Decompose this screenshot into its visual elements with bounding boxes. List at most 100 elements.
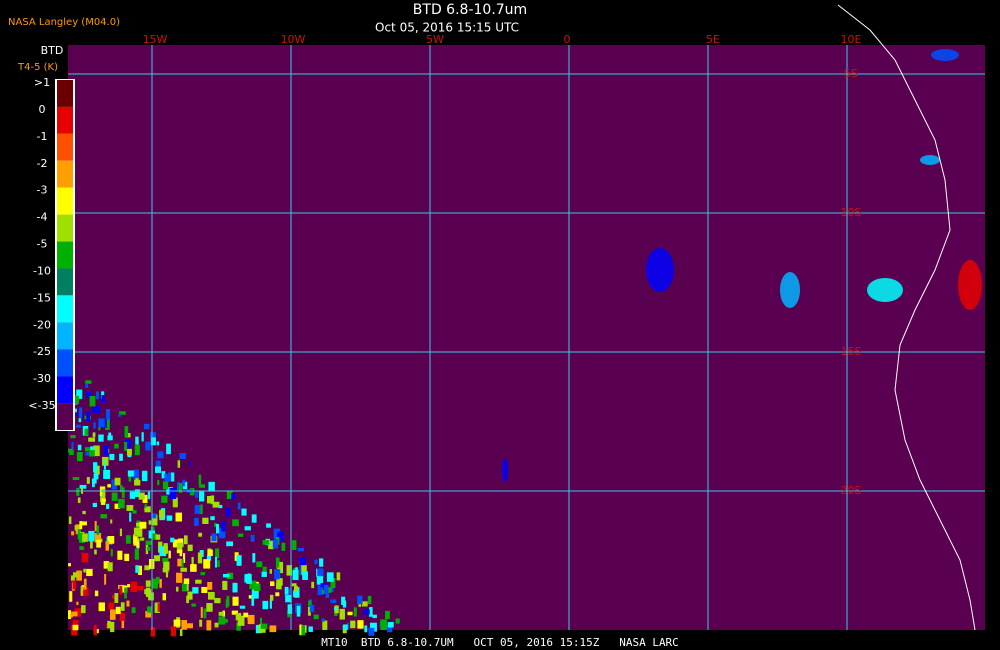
cloud-pixel — [218, 616, 226, 625]
colorbar: >1 0 -1 -2 -3 -4 -5 -10 -15 -20 -25 -30 <-35 — [28, 76, 75, 431]
cloud-pixel — [96, 539, 101, 548]
cloud-pixel — [269, 598, 272, 609]
cloud-pixel — [364, 625, 368, 633]
cloud-pixel — [85, 380, 92, 384]
cloud-pixel — [164, 473, 171, 482]
cloud-pixel — [162, 567, 169, 573]
cloud-pixel — [81, 521, 87, 526]
cloud-pixel — [147, 606, 153, 613]
cloud-pixel — [308, 600, 312, 607]
cloud-pixel — [343, 624, 348, 631]
cloud-pixel — [124, 426, 129, 438]
cloud-pixel — [117, 550, 123, 560]
cloud-pixel — [250, 534, 255, 542]
cloud-pixel — [231, 610, 238, 615]
cloud-pixel — [316, 576, 324, 585]
cloud-pixel — [369, 622, 377, 632]
cloud-pixel — [232, 582, 238, 593]
cloud-pixel — [98, 425, 101, 431]
cloud-pixel — [231, 493, 236, 501]
cloud-pixel — [82, 510, 86, 515]
cloud-pixel — [109, 453, 115, 461]
cloud-pixel — [226, 595, 230, 607]
colorbar-label: >1 — [34, 76, 50, 89]
cloud-pixel — [368, 607, 373, 617]
cloud-pixel — [150, 526, 155, 533]
cloud-pixel — [322, 620, 328, 630]
cloud-pixel — [195, 491, 198, 498]
cloud-pixel — [144, 504, 147, 508]
cloud-pixel — [330, 599, 337, 604]
cloud-pixel — [179, 629, 183, 637]
cloud-pixel — [222, 580, 228, 590]
longitude-label: 5E — [706, 33, 720, 46]
colorbar-label: -10 — [33, 264, 51, 277]
cloud-pixel — [251, 595, 255, 606]
cloud-pixel — [190, 564, 197, 572]
cloud-pixel — [326, 572, 334, 582]
cloud-pixel — [336, 572, 341, 581]
cloud-pixel — [103, 460, 106, 470]
cloud-blob — [931, 49, 959, 61]
cloud-pixel — [72, 477, 80, 481]
cloud-pixel — [110, 519, 113, 524]
cloud-pixel — [136, 538, 140, 549]
cloud-pixel — [223, 619, 228, 623]
cloud-pixel — [72, 572, 79, 578]
cloud-pixel — [79, 532, 86, 543]
colorbar-swatch — [57, 241, 73, 269]
cloud-pixel — [79, 546, 84, 550]
cloud-pixel — [72, 395, 80, 404]
cloud-pixel — [206, 555, 212, 561]
cloud-pixel — [92, 432, 96, 438]
cloud-pixel — [144, 506, 151, 513]
cloud-pixel — [133, 527, 138, 536]
cloud-pixel — [84, 428, 89, 436]
cloud-pixel — [93, 422, 96, 429]
colorbar-label: -2 — [37, 157, 48, 170]
cloud-pixel — [208, 481, 215, 492]
cloud-pixel — [140, 537, 145, 541]
cloud-pixel — [368, 627, 375, 636]
cloud-pixel — [247, 614, 255, 625]
cloud-pixel — [162, 593, 167, 601]
cloud-pixel — [183, 553, 186, 563]
cloud-pixel — [93, 445, 100, 457]
cloud-pixel — [367, 595, 372, 605]
cloud-pixel — [307, 606, 311, 616]
cloud-pixel — [261, 571, 267, 577]
cloud-pixel — [214, 556, 218, 568]
cloud-pixel — [124, 439, 132, 449]
colorbar-label: -20 — [33, 318, 51, 331]
cloud-pixel — [330, 587, 334, 592]
cloud-pixel — [162, 481, 169, 490]
cloud-pixel — [151, 578, 158, 589]
cloud-pixel — [321, 618, 325, 622]
cloud-pixel — [353, 607, 357, 617]
cloud-pixel — [286, 565, 293, 576]
cloud-pixel — [188, 461, 192, 466]
cloud-pixel — [107, 535, 115, 544]
cloud-pixel — [134, 489, 141, 497]
cloud-pixel — [302, 571, 308, 581]
latitude-label: 20S — [841, 484, 862, 497]
cloud-pixel — [237, 502, 241, 510]
cloud-pixel — [217, 560, 220, 568]
cloud-pixel — [157, 603, 160, 612]
cloud-pixel — [221, 521, 226, 532]
cloud-pixel — [114, 503, 121, 509]
cloud-pixel — [98, 418, 105, 428]
cloud-pixel — [183, 578, 190, 584]
cloud-pixel — [159, 579, 162, 588]
cloud-pixel — [119, 453, 123, 461]
cloud-pixel — [139, 521, 147, 529]
cloud-pixel — [155, 534, 161, 540]
cloud-pixel — [86, 391, 92, 398]
cloud-pixel — [178, 538, 184, 545]
colorbar-swatch — [57, 160, 73, 188]
cloud-pixel — [95, 404, 100, 414]
cloud-pixel — [71, 531, 75, 536]
cloud-pixel — [269, 594, 274, 601]
colorbar-swatch — [57, 403, 73, 430]
cloud-pixel — [145, 580, 151, 587]
